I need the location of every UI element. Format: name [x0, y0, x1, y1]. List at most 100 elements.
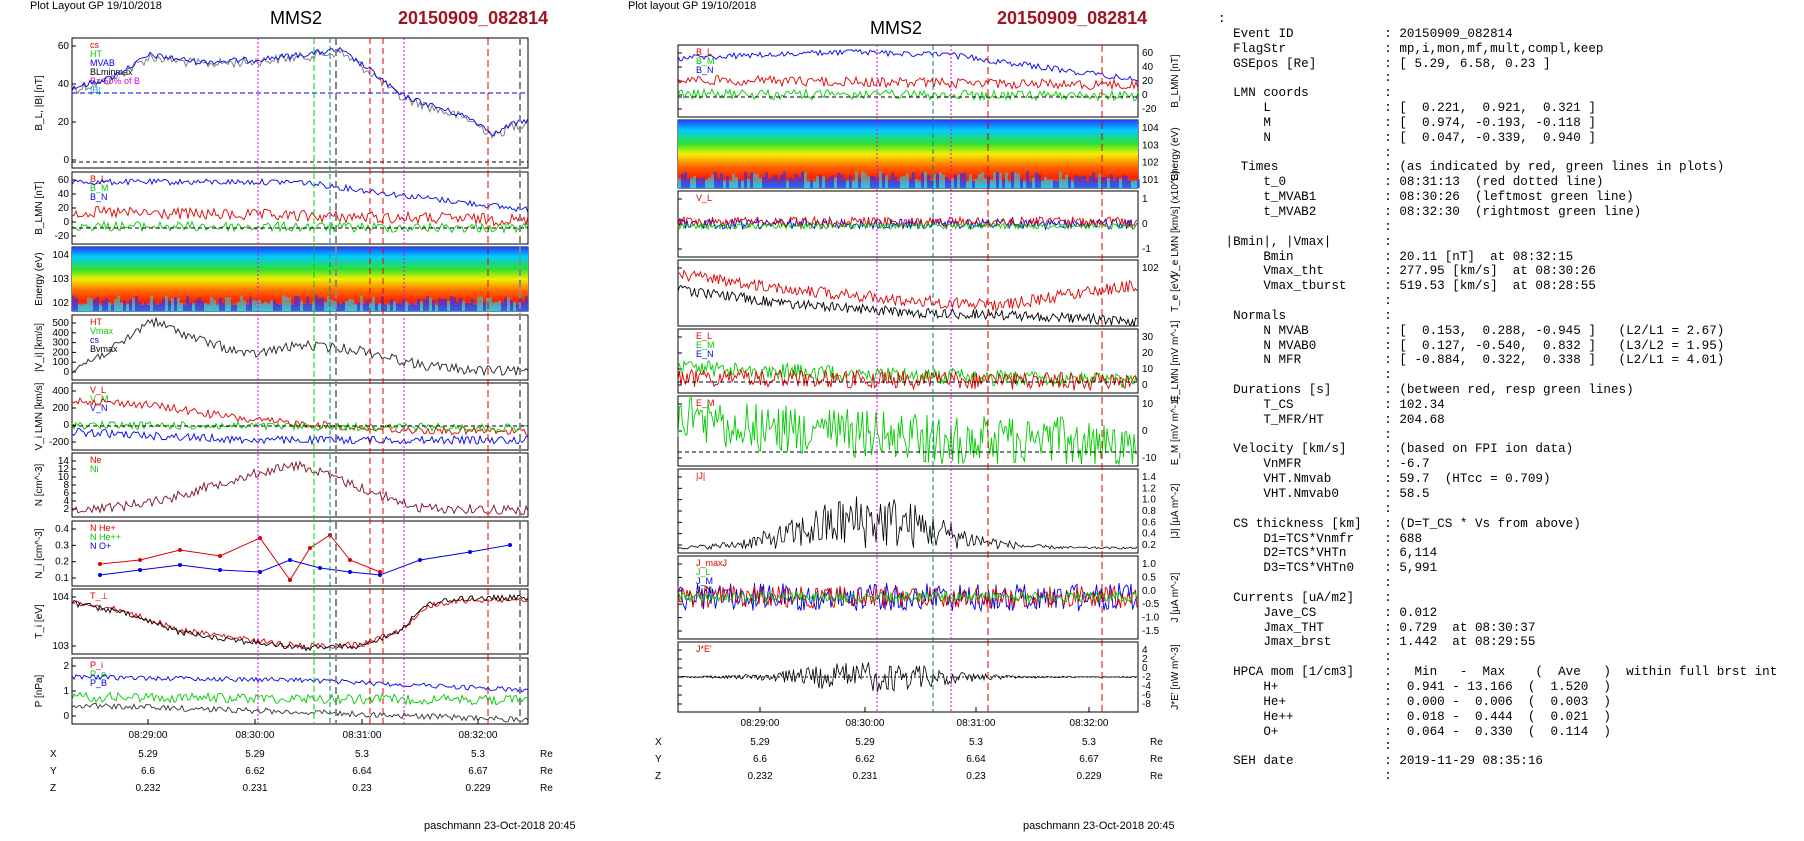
right-panel-frame: [677, 259, 1139, 327]
left-orbit-unit: Re: [540, 766, 553, 777]
right-ytick-label: 20: [1142, 348, 1154, 359]
spectrogram-streak: [975, 178, 978, 188]
left-bm-line: [71, 220, 529, 235]
left-orbit-value: 5.3: [355, 749, 369, 760]
spectrogram-streak: [162, 298, 165, 311]
spectrogram-streak: [516, 304, 519, 311]
spectrogram-streak: [816, 176, 819, 188]
spectrogram-streak: [1014, 172, 1017, 188]
right-ytick-label: 0.2: [1142, 540, 1156, 551]
spectrogram-streak: [864, 172, 867, 188]
right-orbit-value: 6.6: [753, 754, 767, 765]
info-line: N : [ 0.047, -0.339, 0.940 ]: [1263, 130, 1596, 145]
spectrogram-streak: [180, 303, 183, 311]
spectrogram-streak: [141, 305, 144, 311]
left-ytick-label: 20: [58, 203, 70, 214]
spectrogram-streak: [354, 304, 357, 311]
info-line: t_0 : 08:31:13 (red dotted line): [1263, 175, 1604, 190]
spectrogram-streak: [786, 181, 789, 188]
spectrogram-streak: [234, 305, 237, 311]
right-orbit-value: 5.29: [855, 737, 875, 748]
right-electron-spectrogram: [678, 120, 1140, 188]
spectrogram-streak: [996, 172, 999, 188]
spectrogram-streak: [774, 174, 777, 188]
spectrogram-streak: [198, 297, 201, 311]
spectrogram-streak: [1020, 178, 1023, 188]
left-ytick-label: 0.1: [55, 573, 69, 584]
info-line: :: [1218, 12, 1226, 26]
spectrogram-streak: [342, 301, 345, 311]
right-ve-green-line: [677, 221, 1138, 231]
spectrogram-streak: [708, 177, 711, 188]
left-vi-line: [71, 317, 529, 377]
right-orbit-value: 5.3: [969, 737, 983, 748]
info-line: Durations [s] : (between red, resp green…: [1233, 383, 1634, 398]
right-orbit-row-label: X: [655, 737, 662, 748]
info-line: t_MVAB1 : 08:30:26 (leftmost green line): [1263, 190, 1634, 205]
left-bminmax-line: [71, 47, 529, 140]
spectrogram-streak: [462, 300, 465, 311]
right-ytick-label: -1.0: [1142, 613, 1160, 624]
right-ytick-label: 1.0: [1142, 559, 1156, 570]
spectrogram-streak: [324, 301, 327, 311]
info-line: :: [1384, 769, 1392, 784]
left-o-plus-point: [98, 573, 102, 577]
left-he-plus-plus-line: [99, 534, 381, 581]
right-legend-entry: J_N: [696, 585, 712, 595]
spectrogram-streak: [1002, 179, 1005, 188]
spectrogram-streak: [93, 299, 96, 311]
right-ytick-label: -6: [1142, 690, 1151, 701]
left-ytick-label: 0.2: [55, 557, 69, 568]
spectrogram-streak: [765, 172, 768, 188]
spectrogram-streak: [1107, 178, 1110, 188]
spectrogram-streak: [1062, 179, 1065, 188]
spectrogram-streak: [984, 178, 987, 188]
left-orbit-value: 5.3: [471, 749, 485, 760]
spectrogram-streak: [288, 297, 291, 311]
left-ytick-label: 103: [52, 274, 69, 285]
spectrogram-streak: [417, 298, 420, 311]
spectrogram-streak: [372, 296, 375, 311]
info-line: GSEpos [Re] : [ 5.29, 6.58, 0.23 ]: [1233, 56, 1551, 71]
right-ytick-label: 101: [1142, 175, 1159, 186]
left-ytick-label: 103: [52, 641, 69, 652]
left-orbit-value: 5.29: [245, 749, 265, 760]
spectrogram-streak: [231, 305, 234, 311]
right-ylabel: |J| [μA m^-2]: [1170, 483, 1181, 538]
spectrogram-streak: [990, 180, 993, 188]
left-ytick-label: 14: [58, 456, 70, 467]
right-te-par-line: [677, 269, 1138, 311]
info-line: M : [ 0.974, -0.193, -0.118 ]: [1263, 115, 1596, 130]
spectrogram-streak: [684, 172, 687, 188]
right-ytick-label: -20: [1142, 104, 1157, 115]
spectrogram-streak: [363, 303, 366, 311]
spectrogram-streak: [951, 178, 954, 188]
right-orbit-value: 6.62: [855, 754, 875, 765]
spectrogram-streak: [144, 302, 147, 311]
left-o-plus-point: [468, 550, 472, 554]
left-legend-entry: B_N: [90, 192, 108, 202]
left-legend-entry: V_L: [90, 385, 106, 395]
left-ytick-label: 104: [52, 592, 69, 603]
left-legend-entry: V_N: [90, 403, 108, 413]
spectrogram-streak: [903, 175, 906, 188]
spectrogram-streak: [981, 172, 984, 188]
right-el-line: [677, 359, 1138, 389]
info-line: :: [1384, 576, 1392, 591]
left-legend-entry: cs: [90, 335, 100, 345]
info-line: :: [1384, 368, 1392, 383]
spectrogram-streak: [705, 179, 708, 188]
info-line: N MVAB0 : [ 0.127, -0.540, 0.832 ] (L3/L…: [1263, 338, 1725, 353]
spectrogram-streak: [681, 173, 684, 188]
left-legend-entry: P_B: [90, 678, 107, 688]
info-line: He+ : 0.000 - 0.006 ( 0.003 ): [1263, 694, 1611, 709]
spectrogram-streak: [867, 176, 870, 188]
spectrogram-streak: [309, 304, 312, 311]
info-line: Vmax_tht : 277.95 [km/s] at 08:30:26: [1263, 264, 1596, 279]
spectrogram-streak: [426, 296, 429, 311]
left-ytick-label: 0.3: [55, 540, 69, 551]
spectrogram-streak: [1131, 181, 1134, 188]
spectrogram-streak: [1083, 175, 1086, 188]
left-panel-frame: [71, 171, 529, 245]
info-line: :: [1384, 71, 1392, 86]
